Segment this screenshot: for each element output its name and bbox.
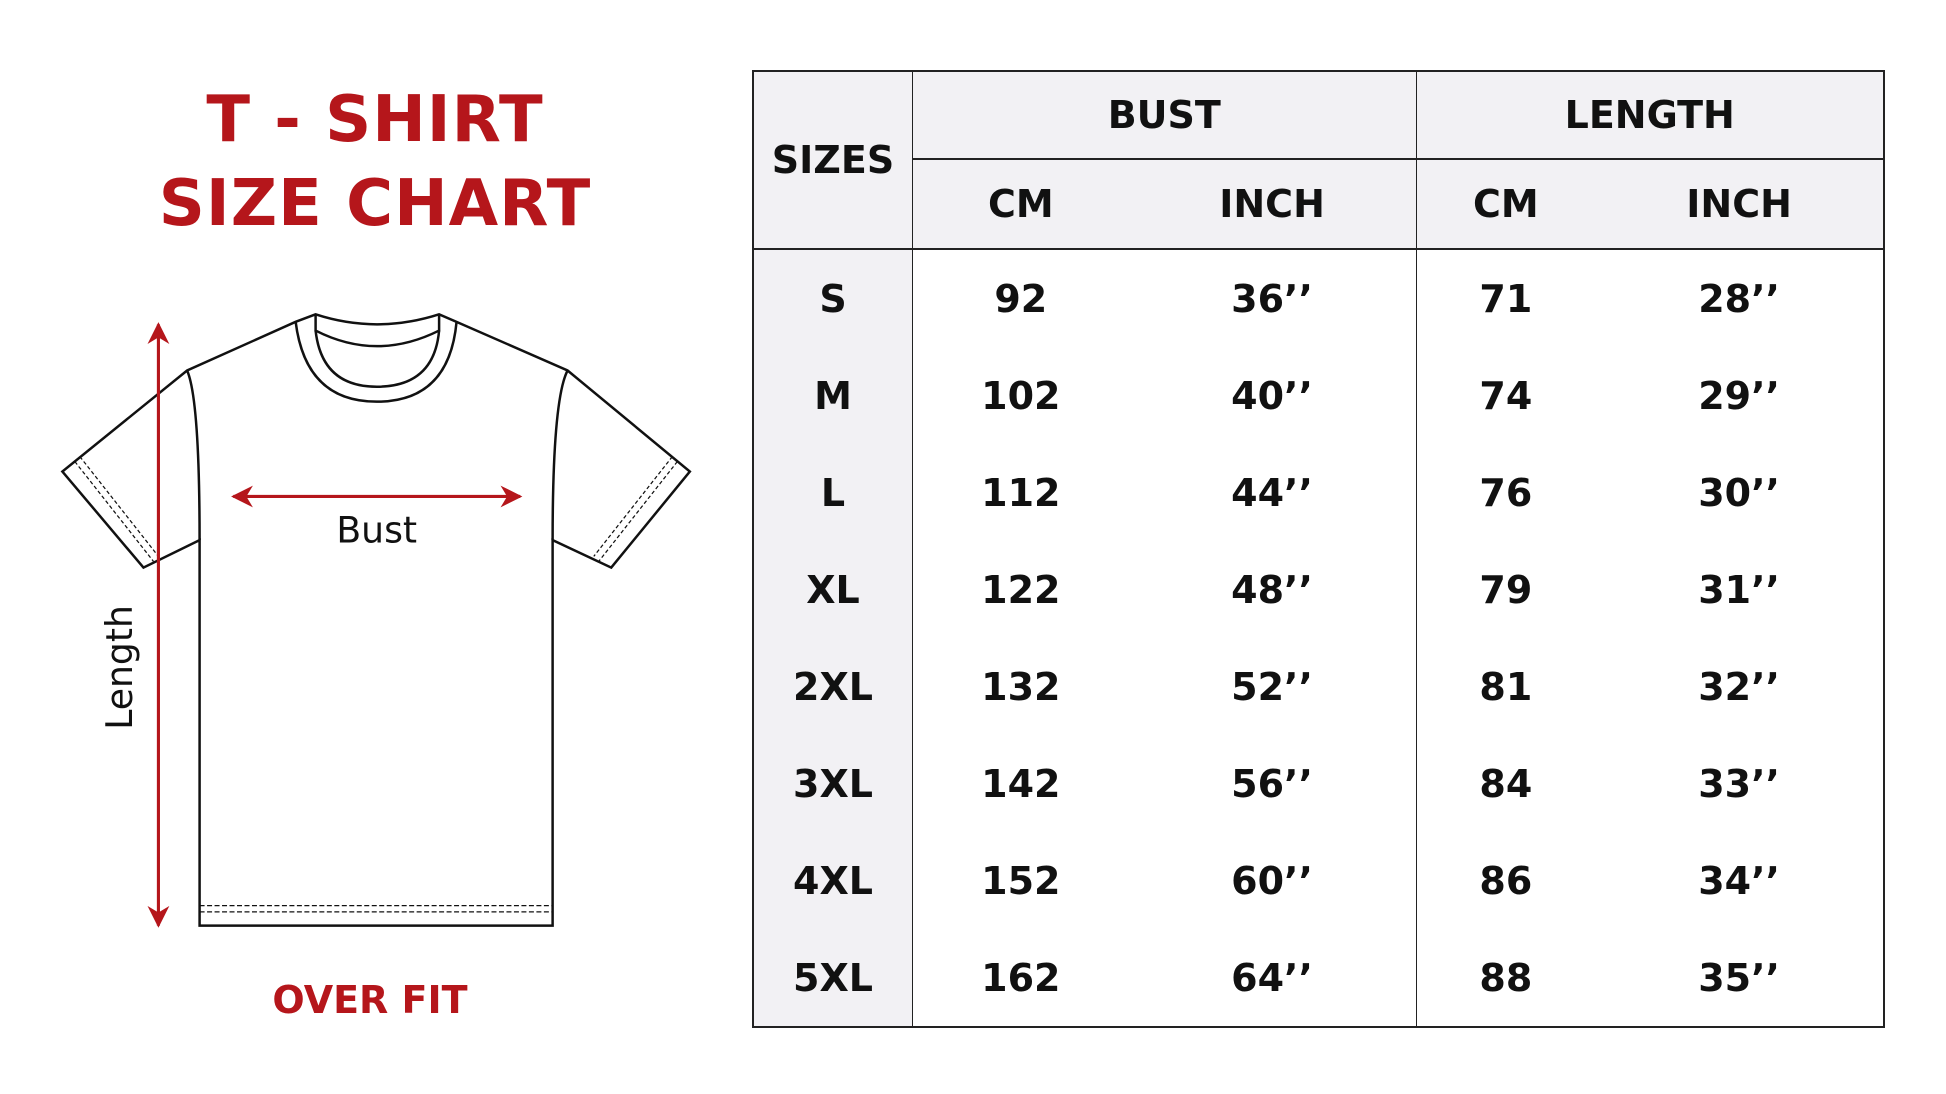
length-inch-header: INCH xyxy=(1595,159,1885,249)
table-row: XL 122 48’’ 79 31’’ xyxy=(753,541,1884,638)
length-label: Length xyxy=(98,605,141,730)
length-cm-cell: 79 xyxy=(1479,567,1533,612)
bust-inch-cell: 40’’ xyxy=(1128,347,1417,444)
length-inch-cell: 33’’ xyxy=(1698,761,1780,806)
length-cm-cell: 84 xyxy=(1479,761,1533,806)
table-row: M 102 40’’ 74 29’’ xyxy=(753,347,1884,444)
bust-cm-cell: 112 xyxy=(981,470,1061,515)
length-header: LENGTH xyxy=(1415,71,1885,160)
size-cell: M xyxy=(753,347,913,444)
bust-inch-cell: 64’’ xyxy=(1128,929,1417,1027)
bust-label: Bust xyxy=(336,509,417,552)
length-cm-header: CM xyxy=(1415,159,1596,249)
bust-inch-cell: 52’’ xyxy=(1128,638,1417,735)
length-cm-cell: 86 xyxy=(1479,858,1533,903)
length-cm-cell: 81 xyxy=(1479,664,1533,709)
length-inch-cell: 32’’ xyxy=(1698,664,1780,709)
length-inch-cell: 34’’ xyxy=(1698,858,1780,903)
length-inch-cell: 31’’ xyxy=(1698,567,1780,612)
size-cell: L xyxy=(753,444,913,541)
length-inch-cell: 29’’ xyxy=(1698,373,1780,418)
table-row: 3XL 142 56’’ 84 33’’ xyxy=(753,735,1884,832)
tshirt-outline xyxy=(60,313,692,927)
size-cell: 3XL xyxy=(753,735,913,832)
table-row: L 112 44’’ 76 30’’ xyxy=(753,444,1884,541)
size-cell: S xyxy=(753,249,913,347)
length-cm-cell: 74 xyxy=(1479,373,1533,418)
bust-inch-header: INCH xyxy=(1128,159,1417,249)
title-line-1: T - SHIRT xyxy=(206,83,544,157)
bust-cm-header: CM xyxy=(911,159,1129,249)
size-cell: 4XL xyxy=(753,832,913,929)
length-cm-cell: 71 xyxy=(1479,276,1533,321)
table-row: 4XL 152 60’’ 86 34’’ xyxy=(753,832,1884,929)
size-cell: XL xyxy=(753,541,913,638)
size-cell: 5XL xyxy=(753,929,913,1027)
bust-cm-cell: 162 xyxy=(981,955,1061,1000)
bust-cm-cell: 102 xyxy=(981,373,1061,418)
bust-inch-cell: 56’’ xyxy=(1128,735,1417,832)
bust-header: BUST xyxy=(912,71,1417,160)
bust-cm-cell: 152 xyxy=(981,858,1061,903)
length-inch-cell: 28’’ xyxy=(1698,276,1780,321)
table-row: 5XL 162 64’’ 88 35’’ xyxy=(753,929,1884,1027)
bust-inch-cell: 44’’ xyxy=(1128,444,1417,541)
length-cm-cell: 76 xyxy=(1479,470,1533,515)
table-row: S 92 36’’ 71 28’’ xyxy=(753,249,1884,347)
table-row: 2XL 132 52’’ 81 32’’ xyxy=(753,638,1884,735)
fit-label: OVER FIT xyxy=(272,978,468,1022)
length-cm-cell: 88 xyxy=(1479,955,1533,1000)
bust-cm-cell: 132 xyxy=(981,664,1061,709)
bust-cm-cell: 92 xyxy=(994,276,1048,321)
length-inch-cell: 35’’ xyxy=(1698,955,1780,1000)
size-table: SIZES BUST LENGTH CM INCH CM INCH S 92 36’… xyxy=(752,70,1885,1028)
length-inch-cell: 30’’ xyxy=(1698,470,1780,515)
title-line-2: SIZE CHART xyxy=(158,167,592,241)
sizes-header: SIZES xyxy=(752,71,913,249)
bust-cm-cell: 142 xyxy=(981,761,1061,806)
bust-cm-cell: 122 xyxy=(981,567,1061,612)
bust-inch-cell: 60’’ xyxy=(1128,832,1417,929)
size-cell: 2XL xyxy=(753,638,913,735)
bust-inch-cell: 36’’ xyxy=(1128,249,1417,347)
bust-inch-cell: 48’’ xyxy=(1128,541,1417,638)
